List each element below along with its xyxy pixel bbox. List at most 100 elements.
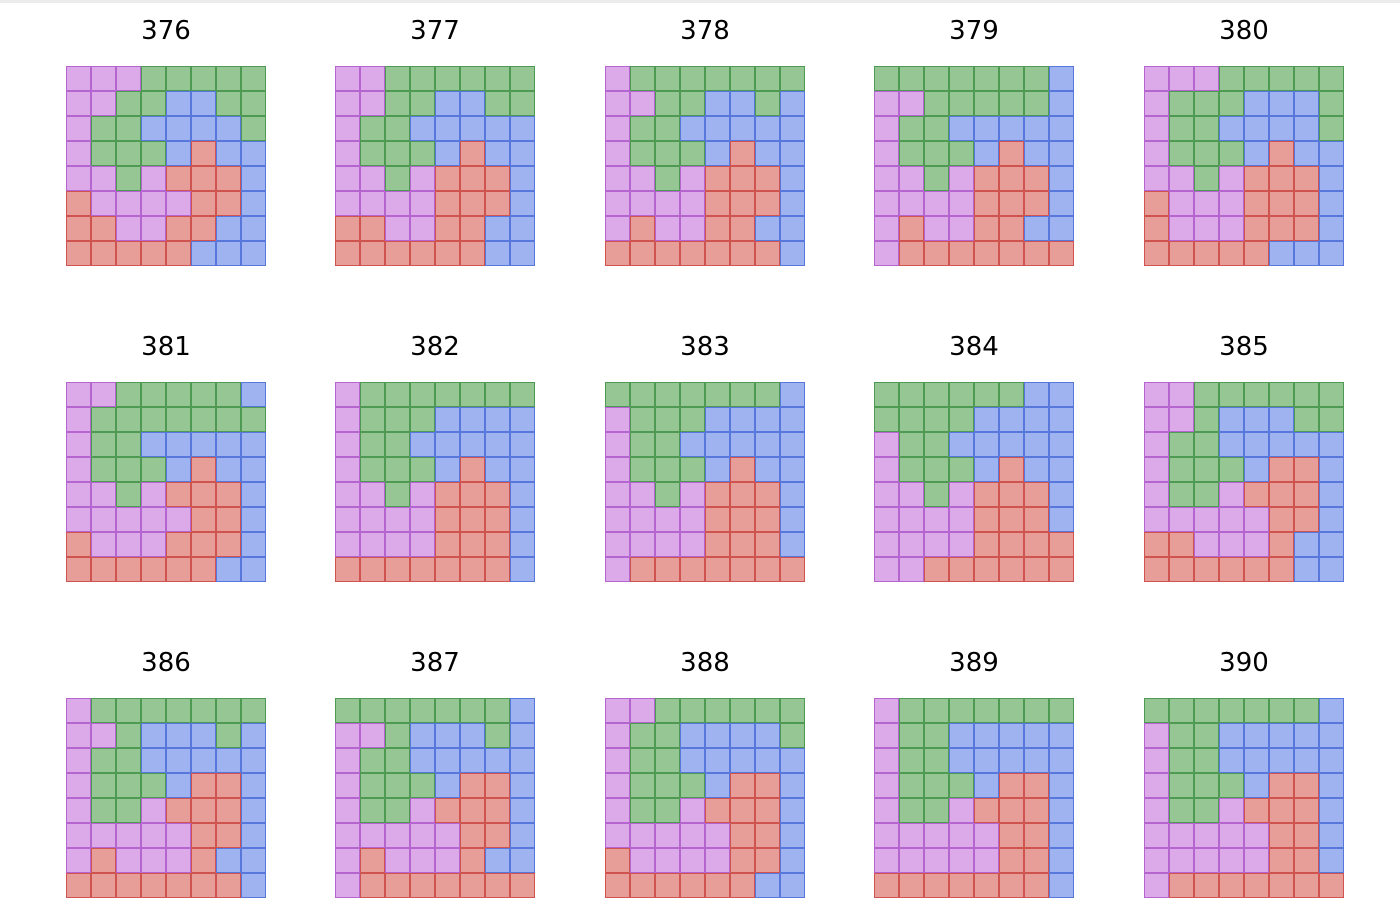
grid-cell xyxy=(66,698,91,723)
color-grid xyxy=(605,66,805,266)
grid-cell xyxy=(410,532,435,557)
grid-cell xyxy=(949,532,974,557)
grid-cell xyxy=(435,873,460,898)
grid-cell xyxy=(1049,823,1074,848)
grid-cell xyxy=(410,66,435,91)
grid-cell xyxy=(1144,748,1169,773)
grid-cell xyxy=(655,166,680,191)
grid-cell xyxy=(1219,382,1244,407)
grid-cell xyxy=(435,748,460,773)
grid-cell xyxy=(1294,723,1319,748)
grid-cell xyxy=(460,698,485,723)
grid-cell xyxy=(385,216,410,241)
grid-cell xyxy=(755,241,780,266)
grid-cell xyxy=(1049,773,1074,798)
color-grid xyxy=(1144,698,1344,898)
grid-cell xyxy=(1024,482,1049,507)
grid-cell xyxy=(1049,532,1074,557)
grid-cell xyxy=(510,557,535,582)
grid-cell xyxy=(91,141,116,166)
grid-cell xyxy=(730,748,755,773)
grid-cell xyxy=(191,432,216,457)
grid-cell xyxy=(680,457,705,482)
grid-cell xyxy=(1049,507,1074,532)
grid-cell xyxy=(605,798,630,823)
grid-cell xyxy=(705,798,730,823)
grid-cell xyxy=(899,457,924,482)
grid-cell xyxy=(655,823,680,848)
grid-cell xyxy=(974,873,999,898)
grid-cell xyxy=(755,873,780,898)
grid-cell xyxy=(680,507,705,532)
grid-cell xyxy=(605,116,630,141)
grid-cell xyxy=(410,748,435,773)
grid-cell xyxy=(1169,91,1194,116)
grid-cell xyxy=(510,191,535,216)
grid-cell xyxy=(1244,773,1269,798)
grid-cell xyxy=(974,798,999,823)
grid-cell xyxy=(680,723,705,748)
grid-cell xyxy=(335,191,360,216)
grid-cell xyxy=(680,407,705,432)
grid-cell xyxy=(510,482,535,507)
grid-cell xyxy=(460,482,485,507)
grid-cell xyxy=(705,532,730,557)
grid-cell xyxy=(510,457,535,482)
grid-cell xyxy=(410,382,435,407)
grid-cell xyxy=(116,407,141,432)
grid-cell xyxy=(924,166,949,191)
grid-cell xyxy=(755,823,780,848)
panel-title: 382 xyxy=(410,332,460,362)
grid-cell xyxy=(730,798,755,823)
grid-cell xyxy=(1294,407,1319,432)
grid-cell xyxy=(680,166,705,191)
grid-cell xyxy=(485,798,510,823)
grid-cell xyxy=(66,748,91,773)
grid-cell xyxy=(1269,823,1294,848)
grid-cell xyxy=(191,66,216,91)
grid-cell xyxy=(630,407,655,432)
grid-cell xyxy=(1194,507,1219,532)
grid-cell xyxy=(1024,382,1049,407)
grid-cell xyxy=(999,66,1024,91)
grid-cell xyxy=(605,482,630,507)
grid-cell xyxy=(899,773,924,798)
grid-cell xyxy=(91,116,116,141)
grid-cell xyxy=(141,241,166,266)
grid-cell xyxy=(385,241,410,266)
grid-cell xyxy=(1144,191,1169,216)
grid-cell xyxy=(780,382,805,407)
grid-cell xyxy=(974,91,999,116)
grid-cell xyxy=(899,848,924,873)
grid-cell xyxy=(1244,216,1269,241)
grid-cell xyxy=(410,141,435,166)
grid-cell xyxy=(705,116,730,141)
grid-cell xyxy=(66,191,91,216)
grid-cell xyxy=(460,798,485,823)
grid-cell xyxy=(1169,507,1194,532)
grid-cell xyxy=(630,91,655,116)
grid-cell xyxy=(1169,482,1194,507)
grid-cell xyxy=(1269,873,1294,898)
grid-cell xyxy=(874,823,899,848)
grid-cell xyxy=(730,91,755,116)
grid-cell xyxy=(66,241,91,266)
grid-cell xyxy=(335,848,360,873)
grid-cell xyxy=(360,873,385,898)
grid-cell xyxy=(360,823,385,848)
grid-cell xyxy=(1024,557,1049,582)
grid-cell xyxy=(166,482,191,507)
grid-cell xyxy=(899,557,924,582)
grid-cell xyxy=(1049,241,1074,266)
grid-cell xyxy=(974,216,999,241)
grid-cell xyxy=(999,407,1024,432)
grid-cell xyxy=(755,482,780,507)
grid-cell xyxy=(655,482,680,507)
grid-cell xyxy=(141,557,166,582)
grid-cell xyxy=(485,116,510,141)
grid-cell xyxy=(1144,698,1169,723)
grid-cell xyxy=(141,407,166,432)
grid-cell xyxy=(1169,241,1194,266)
grid-cell xyxy=(1024,748,1049,773)
grid-cell xyxy=(1319,141,1344,166)
